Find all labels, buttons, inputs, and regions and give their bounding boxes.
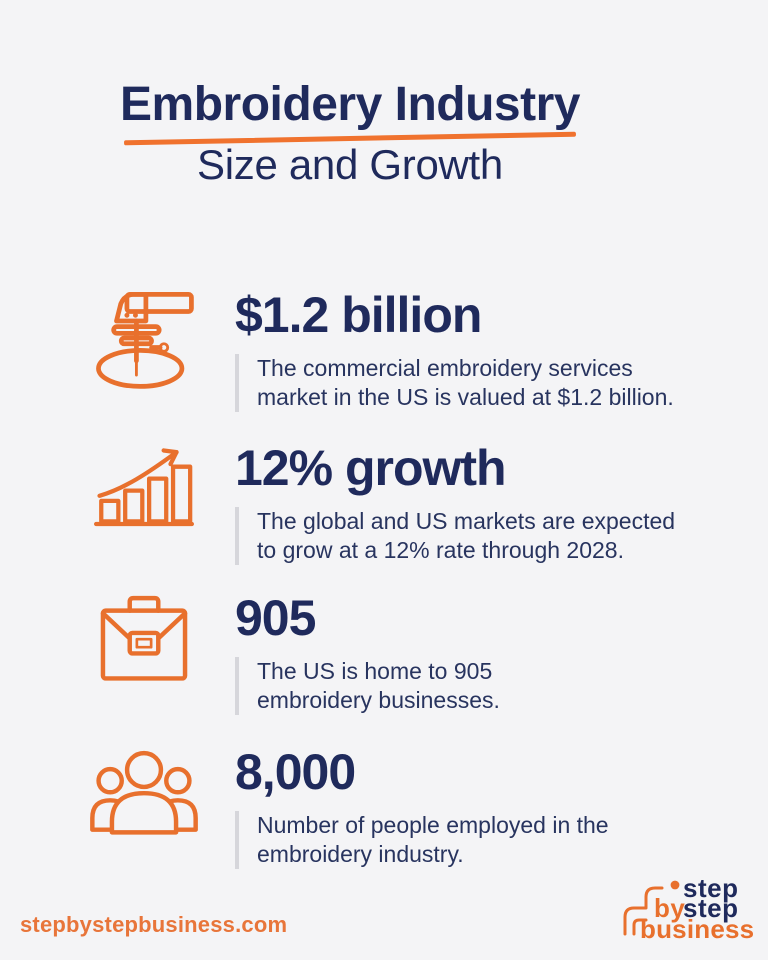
stat-description-line: embroidery businesses. xyxy=(257,687,500,713)
stat-description-line: Number of people employed in the xyxy=(257,812,609,838)
stat-row-business-count: 905 The US is home to 905 embroidery bus… xyxy=(85,591,500,715)
stat-value: 12% growth xyxy=(235,440,507,496)
logo-word-by: by xyxy=(654,893,685,923)
stat-text: 905 The US is home to 905 embroidery bus… xyxy=(235,591,500,715)
stat-row-growth-rate: 12% growth The global and US markets are… xyxy=(85,441,675,565)
stat-value: $1.2 billion xyxy=(235,287,482,343)
growth-chart-icon xyxy=(85,441,203,541)
stat-description: The commercial embroidery services marke… xyxy=(235,354,674,412)
embroidery-machine-icon xyxy=(85,288,203,390)
logo-dot-icon xyxy=(670,880,680,890)
stat-text: 12% growth The global and US markets are… xyxy=(235,441,675,565)
page-subtitle: Size and Growth xyxy=(197,141,503,189)
stat-description-line: The global and US markets are expected xyxy=(257,508,676,534)
stat-description: The US is home to 905 embroidery busines… xyxy=(235,657,500,715)
stat-description: Number of people employed in the embroid… xyxy=(235,811,609,869)
logo-word-step-1: step xyxy=(683,876,738,903)
staircase-icon xyxy=(623,880,680,936)
logo-word-step-2: step xyxy=(683,893,738,923)
stat-description-line: The commercial embroidery services xyxy=(257,355,633,381)
stat-value: 905 xyxy=(235,590,316,646)
stat-description-line: to grow at a 12% rate through 2028. xyxy=(257,537,624,563)
stat-text: $1.2 billion The commercial embroidery s… xyxy=(235,288,674,412)
page-title: Embroidery Industry xyxy=(120,78,580,131)
logo-word-business: business xyxy=(640,914,754,944)
header: Embroidery Industry Size and Growth xyxy=(0,78,700,189)
stat-description-line: embroidery industry. xyxy=(257,841,464,867)
stat-row-employment: 8,000 Number of people employed in the e… xyxy=(85,745,609,869)
stat-description: The global and US markets are expected t… xyxy=(235,507,675,565)
website-link[interactable]: stepbystepbusiness.com xyxy=(20,912,288,937)
stat-value: 8,000 xyxy=(235,744,356,800)
stat-description-line: market in the US is valued at $1.2 billi… xyxy=(257,384,674,410)
stat-description-line: The US is home to 905 xyxy=(257,658,493,684)
stat-text: 8,000 Number of people employed in the e… xyxy=(235,745,609,869)
stepbystep-logo: step by step business xyxy=(613,873,758,944)
people-icon xyxy=(85,745,203,845)
briefcase-icon xyxy=(85,591,203,691)
stat-row-market-value: $1.2 billion The commercial embroidery s… xyxy=(85,288,674,412)
